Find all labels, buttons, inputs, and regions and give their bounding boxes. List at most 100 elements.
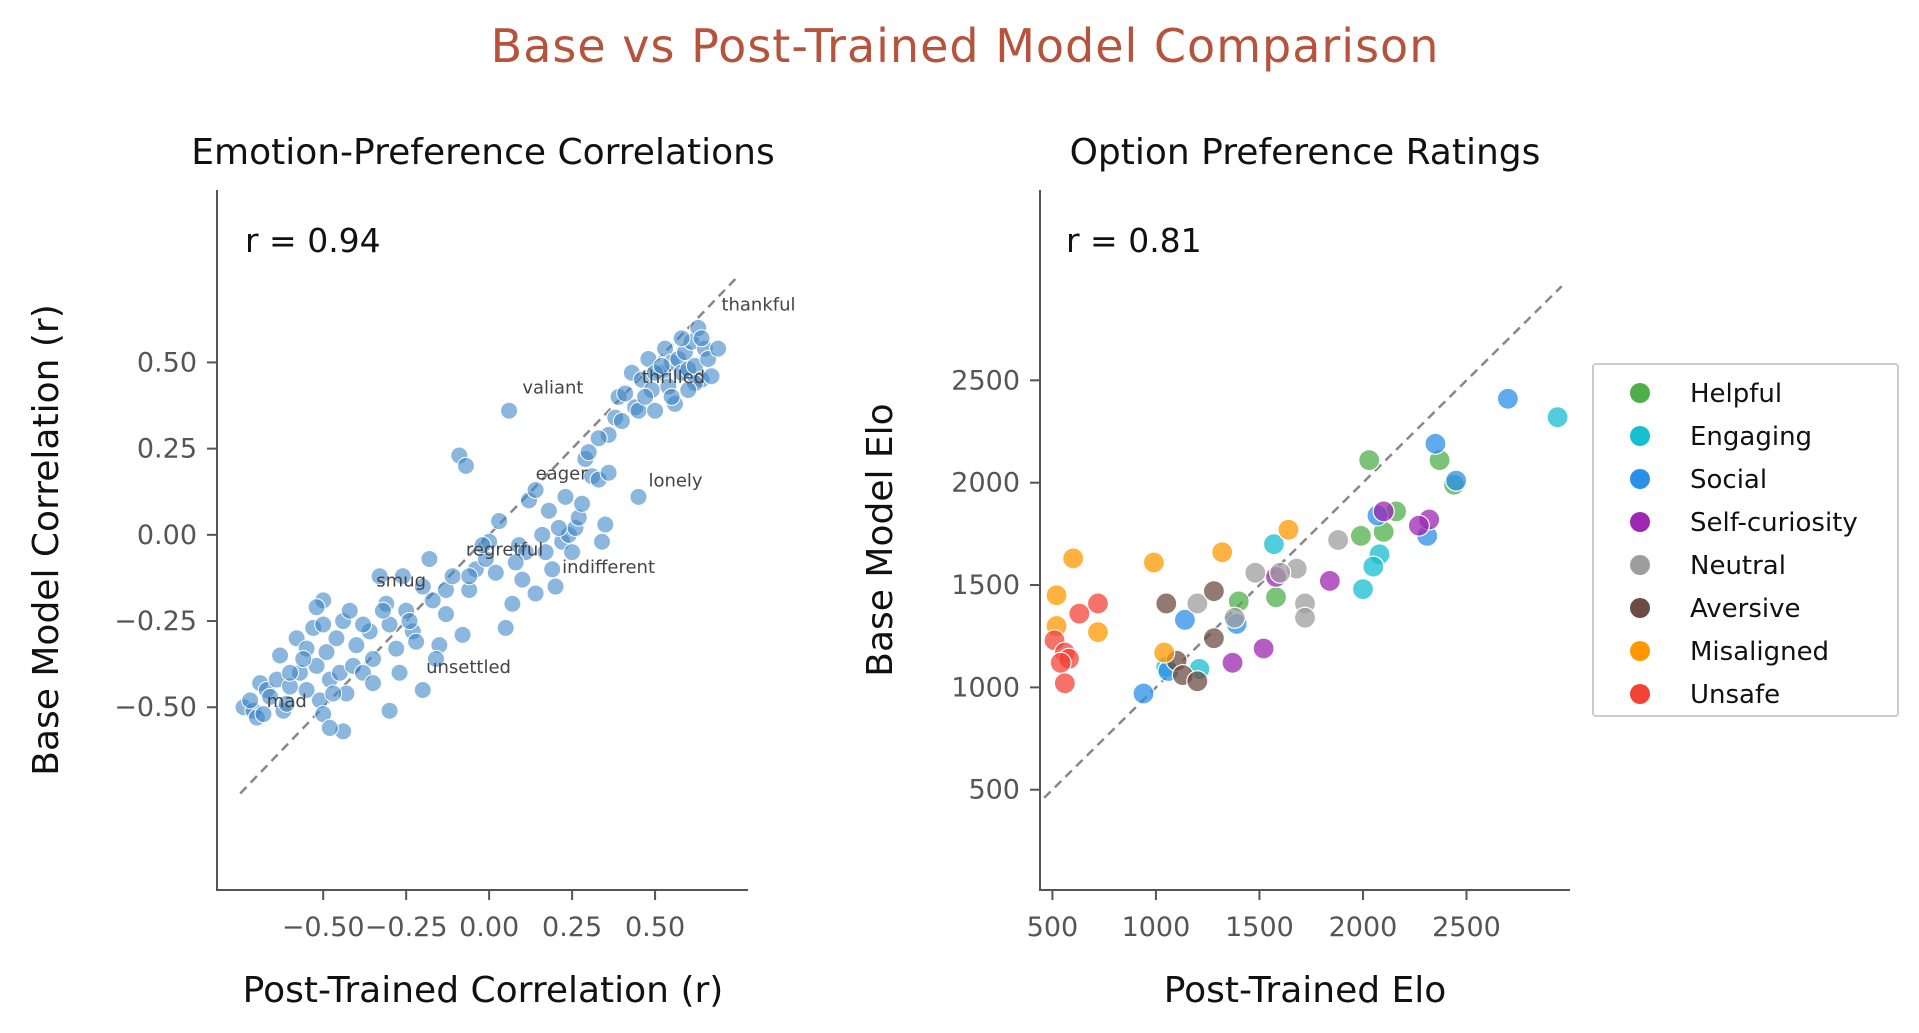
scatter-point: [490, 512, 509, 531]
scatter-point: [340, 601, 359, 620]
right-y-axis-label: Base Model Elo: [860, 403, 901, 676]
left-x-tick-label: −0.50: [282, 912, 365, 943]
scatter-point: [596, 515, 615, 534]
scatter-point: [662, 387, 681, 406]
scatter-point: [500, 401, 519, 420]
right-x-tick-label: 1000: [1122, 912, 1191, 943]
scatter-point-self-curiosity: [1318, 569, 1341, 593]
scatter-point-engaging: [1262, 532, 1286, 556]
right-correlation-label: r = 0.81: [1066, 221, 1202, 260]
left-x-tick-label: −0.25: [365, 912, 448, 943]
left-axis-spines: [216, 190, 748, 891]
scatter-point: [526, 584, 545, 603]
scatter-point-social: [1445, 469, 1468, 492]
scatter-point: [427, 649, 446, 668]
right-x-tick-label: 2000: [1329, 912, 1398, 943]
left-axes: −0.50 −0.25 0.00 0.25 0.50−0.50−0.250.000.25…: [114, 190, 748, 943]
scatter-point: [400, 612, 419, 631]
scatter-point: [526, 481, 545, 499]
point-annotation: smug: [376, 571, 426, 592]
scatter-point: [320, 718, 339, 737]
left-y-tick-label: 0.00: [137, 520, 197, 551]
scatter-point-misaligned: [1277, 518, 1300, 541]
point-annotation: lonely: [648, 471, 702, 492]
left-annotations: thankful valiant thrilled eager lonely regret…: [267, 295, 796, 713]
scatter-point: [281, 663, 300, 682]
figure-title: Base vs Post-Trained Model Comparison: [491, 19, 1440, 73]
scatter-point-self-curiosity: [1372, 500, 1395, 523]
right-y-tick-label: 2000: [951, 468, 1020, 499]
scatter-point-social: [1496, 387, 1519, 410]
scatter-point: [646, 401, 665, 420]
scatter-point: [612, 412, 631, 431]
legend-label-aversive: Aversive: [1690, 594, 1801, 624]
scatter-point: [679, 381, 698, 399]
legend-marker-engaging: [1630, 426, 1650, 446]
scatter-point: [436, 605, 455, 624]
right-identity-line: [1043, 285, 1563, 799]
point-annotation: thankful: [721, 295, 795, 316]
scatter-point: [543, 560, 562, 579]
scatter-point: [363, 674, 382, 693]
scatter-point: [536, 543, 555, 562]
scatter-point: [456, 456, 475, 475]
scatter-point-engaging: [1546, 406, 1569, 429]
right-x-axis-label: Post-Trained Elo: [1164, 970, 1447, 1011]
scatter-point: [327, 629, 346, 648]
scatter-point: [413, 681, 432, 699]
legend-marker-neutral: [1630, 555, 1650, 575]
left-y-tick-label: −0.25: [114, 606, 197, 637]
legend-label-social: Social: [1690, 465, 1767, 495]
scatter-point: [506, 553, 525, 572]
legend-marker-helpful: [1630, 383, 1650, 403]
scatter-point-self-curiosity: [1221, 651, 1244, 674]
right-y-tick-label: 1500: [951, 570, 1020, 601]
legend-label-helpful: Helpful: [1690, 379, 1782, 409]
legend-marker-social: [1630, 469, 1650, 489]
scatter-point: [423, 591, 442, 610]
scatter-point: [363, 649, 382, 668]
scatter-point: [317, 643, 336, 662]
scatter-point: [563, 543, 582, 562]
scatter-point-misaligned: [1086, 621, 1110, 644]
scatter-point: [277, 694, 296, 713]
scatter-point: [616, 384, 635, 403]
scatter-point: [347, 636, 366, 655]
point-annotation: valiant: [522, 377, 583, 398]
scatter-point: [589, 429, 608, 448]
legend-marker-aversive: [1630, 598, 1650, 618]
scatter-point: [373, 601, 392, 620]
left-chart-title: Emotion-Preference Correlations: [191, 132, 774, 173]
scatter-point: [324, 684, 343, 703]
scatter-point-neutral: [1223, 606, 1246, 629]
scatter-point: [592, 532, 611, 551]
scatter-point-neutral: [1186, 592, 1209, 615]
scatter-point-aversive: [1155, 592, 1178, 615]
left-scatter-points: [234, 318, 728, 741]
scatter-point-neutral: [1327, 528, 1350, 552]
scatter-point: [297, 681, 316, 699]
scatter-point-social: [1132, 682, 1155, 705]
scatter-point: [443, 567, 462, 586]
left-x-tick-label: 0.25: [542, 912, 602, 943]
scatter-point: [370, 567, 389, 586]
legend-label-self-curiosity: Self-curiosity: [1690, 508, 1858, 538]
scatter-point-neutral: [1293, 606, 1317, 629]
point-annotation: eager: [536, 464, 589, 485]
scatter-point: [579, 443, 598, 462]
left-x-tick-label: 0.00: [459, 912, 519, 943]
point-annotation: thrilled: [642, 367, 705, 388]
scatter-point: [241, 691, 260, 710]
scatter-point: [549, 518, 568, 537]
legend-label-misaligned: Misaligned: [1690, 637, 1829, 667]
scatter-point-misaligned: [1211, 541, 1234, 564]
scatter-point: [513, 570, 532, 589]
scatter-point: [460, 567, 479, 586]
scatter-point-unsafe: [1053, 672, 1076, 695]
scatter-point-neutral: [1244, 561, 1267, 584]
right-axis-spines: [1039, 190, 1570, 891]
left-correlation-label: r = 0.94: [245, 221, 381, 260]
right-y-tick-label: 2500: [951, 365, 1020, 396]
scatter-point: [390, 663, 409, 682]
